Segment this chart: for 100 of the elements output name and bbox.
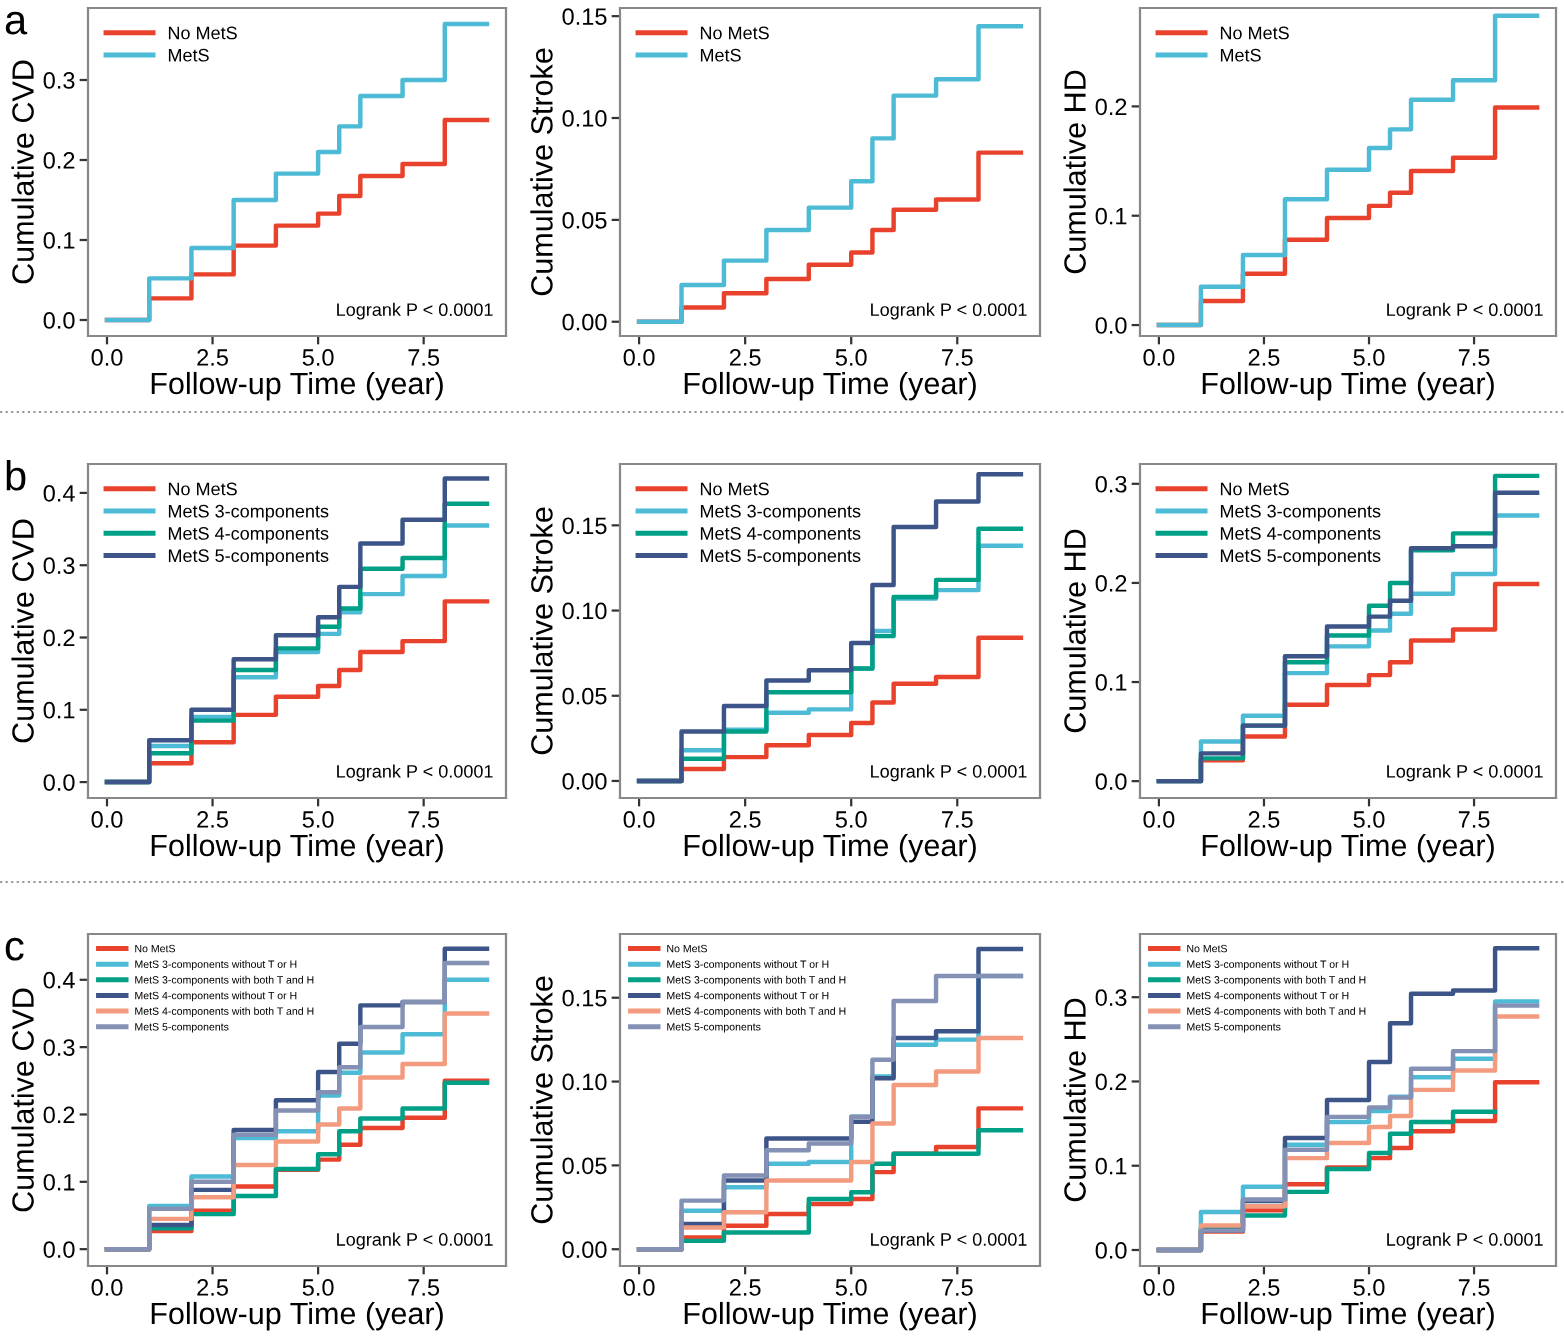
x-axis-title: Follow-up Time (year) (684, 833, 976, 863)
y-tick-label: 0.2 (43, 629, 75, 647)
x-axis-title: Follow-up Time (year) (684, 1301, 976, 1331)
legend-label: No MetS (168, 26, 237, 40)
x-tick-label: 5.0 (1353, 1279, 1385, 1296)
x-tick-label: 2.5 (729, 349, 761, 366)
y-axis-title: Cumulative Stroke (530, 976, 553, 1224)
x-tick-label: 0.0 (1143, 349, 1175, 366)
y-tick-label: 0.2 (43, 1106, 75, 1124)
x-tick-label: 5.0 (835, 349, 867, 366)
x-tick-label: 0.0 (91, 349, 123, 366)
y-tick-label: 0.10 (562, 110, 607, 127)
text: c (5, 937, 24, 961)
y-tick-label: 0.0 (43, 312, 75, 329)
x-tick-label: 2.5 (1248, 1279, 1280, 1296)
y-axis-title: Cumulative HD (1063, 529, 1086, 733)
annotation: Logrank P < 0.0001 (337, 764, 493, 782)
legend-label: MetS 3-components (1220, 504, 1381, 522)
x-tick-label: 5.0 (835, 811, 867, 828)
x-tick-label: 7.5 (408, 1279, 440, 1296)
x-tick-label: 5.0 (1353, 349, 1385, 366)
annotation: Logrank P < 0.0001 (337, 1232, 493, 1250)
legend-label: MetS 4-components (700, 527, 861, 544)
y-tick-label: 0.3 (1095, 475, 1127, 493)
y-tick-label: 0.4 (43, 971, 75, 989)
y-tick-label: 0.05 (562, 1157, 607, 1175)
y-tick-label: 0.2 (1095, 1073, 1127, 1091)
y-axis-title: Cumulative HD (1063, 70, 1086, 274)
x-tick-label: 2.5 (1248, 811, 1280, 828)
x-tick-label: 5.0 (302, 349, 334, 366)
x-tick-label: 7.5 (1458, 349, 1490, 366)
text: b (6, 460, 26, 491)
y-tick-label: 0.15 (562, 8, 607, 25)
x-tick-label: 0.0 (91, 811, 123, 828)
legend-label: MetS 3-components (700, 504, 861, 522)
x-tick-label: 7.5 (408, 349, 440, 366)
y-tick-label: 0.0 (1095, 317, 1127, 334)
y-tick-label: 0.3 (43, 1039, 75, 1056)
legend-label: MetS (168, 48, 209, 62)
legend-label: MetS 5-components (1220, 549, 1381, 566)
y-axis-title: Cumulative CVD (11, 519, 34, 743)
y-tick-label: 0.1 (1095, 207, 1127, 225)
x-tick-label: 0.0 (623, 1279, 655, 1296)
x-axis-title: Follow-up Time (year) (1202, 371, 1494, 401)
x-tick-label: 7.5 (942, 349, 973, 366)
y-tick-label: 0.2 (1095, 575, 1127, 592)
text: a (5, 11, 28, 35)
legend-label: MetS 5-components (700, 549, 861, 566)
x-axis-title: Follow-up Time (year) (1202, 833, 1494, 863)
annotation: Logrank P < 0.0001 (1387, 1232, 1543, 1250)
y-tick-label: 0.1 (43, 1173, 75, 1191)
x-tick-label: 7.5 (942, 1279, 973, 1296)
y-tick-label: 0.3 (43, 557, 75, 574)
legend-label: MetS 5-components (168, 549, 329, 566)
legend-label: No MetS (700, 26, 769, 40)
y-tick-label: 0.00 (562, 1241, 607, 1259)
legend-label: MetS 4-components (1220, 527, 1381, 544)
y-tick-label: 0.1 (43, 701, 75, 719)
x-tick-label: 2.5 (197, 349, 228, 366)
x-tick-label: 7.5 (408, 811, 440, 828)
y-tick-label: 0.2 (1095, 98, 1127, 116)
y-axis-title: Cumulative Stroke (530, 48, 553, 296)
y-tick-label: 0.0 (43, 774, 75, 791)
x-tick-label: 2.5 (1248, 349, 1280, 366)
annotation: Logrank P < 0.0001 (871, 764, 1027, 782)
legend-label: MetS 3-components (168, 504, 329, 522)
y-axis-title: Cumulative HD (1063, 998, 1086, 1202)
y-tick-label: 0.10 (562, 602, 607, 620)
x-tick-label: 5.0 (1353, 811, 1385, 828)
y-tick-label: 0.00 (562, 773, 607, 790)
y-tick-label: 0.00 (562, 313, 607, 331)
x-tick-label: 0.0 (1143, 1279, 1175, 1296)
x-tick-label: 5.0 (302, 811, 334, 828)
annotation: Logrank P < 0.0001 (1387, 764, 1543, 782)
x-axis-title: Follow-up Time (year) (151, 1301, 443, 1331)
x-axis-title: Follow-up Time (year) (684, 371, 976, 401)
x-axis-title: Follow-up Time (year) (1202, 1301, 1494, 1331)
y-tick-label: 0.4 (43, 484, 75, 502)
x-tick-label: 5.0 (835, 1279, 867, 1296)
x-tick-label: 2.5 (197, 1279, 228, 1296)
legend-label: No MetS (168, 482, 237, 496)
y-tick-label: 0.2 (43, 152, 75, 169)
y-tick-label: 0.3 (1095, 989, 1127, 1006)
y-tick-label: 0.10 (562, 1073, 607, 1091)
annotation: Logrank P < 0.0001 (871, 302, 1027, 320)
y-axis-title: Cumulative CVD (11, 60, 34, 284)
y-tick-label: 0.05 (562, 211, 607, 229)
x-tick-label: 2.5 (197, 811, 228, 828)
y-tick-label: 0.0 (1095, 1242, 1127, 1259)
y-axis-title: Cumulative CVD (11, 988, 34, 1212)
legend-label: MetS 4-components (168, 527, 329, 544)
y-axis-title: Cumulative Stroke (530, 507, 553, 755)
x-tick-label: 7.5 (1458, 811, 1490, 828)
y-tick-label: 0.1 (1095, 674, 1127, 691)
annotation: Logrank P < 0.0001 (871, 1232, 1027, 1250)
x-tick-label: 5.0 (302, 1279, 334, 1296)
legend-label: MetS (700, 48, 741, 62)
annotation: Logrank P < 0.0001 (1387, 302, 1543, 320)
x-tick-label: 0.0 (623, 349, 655, 366)
y-tick-label: 0.05 (562, 687, 607, 705)
